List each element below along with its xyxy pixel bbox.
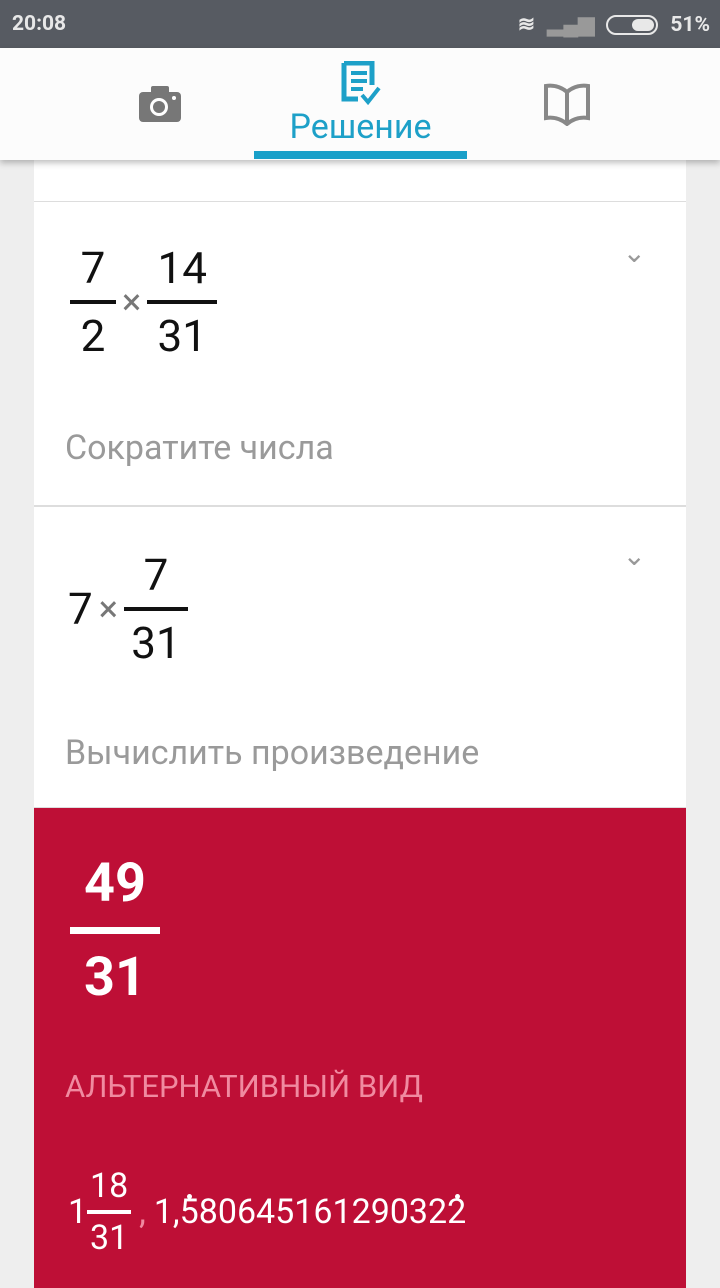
separator: , xyxy=(139,1192,146,1232)
tab-camera[interactable] xyxy=(110,48,210,160)
whole-number: 7 xyxy=(68,583,93,635)
numerator: 7 xyxy=(80,242,106,294)
numerator: 18 xyxy=(90,1166,129,1206)
repeat-end: 2 xyxy=(447,1192,467,1232)
numerator: 14 xyxy=(157,242,207,294)
mixed-whole: 1 xyxy=(68,1192,88,1232)
chevron-down-icon[interactable]: ⌄ xyxy=(622,539,646,572)
step-card-2[interactable]: 7 × 7 31 ⌄ Вычислить произведение xyxy=(34,506,686,808)
book-icon xyxy=(544,83,590,126)
denominator: 31 xyxy=(90,1218,129,1258)
battery-icon xyxy=(606,14,659,35)
tab-bar: Решение xyxy=(0,48,720,160)
decimal-value: 1,580645161290322 xyxy=(154,1192,466,1232)
tab-book[interactable] xyxy=(517,48,617,160)
status-bar: 20:08 ≋ ▂▄▆ 51% xyxy=(0,0,720,48)
multiply-sign: × xyxy=(98,588,118,630)
step-expression: 7 2 × 14 31 xyxy=(70,242,218,362)
step-description: Сократите числа xyxy=(65,428,334,468)
denominator: 31 xyxy=(131,617,181,669)
denominator: 31 xyxy=(84,946,146,1009)
wifi-icon: ≋ xyxy=(517,13,536,37)
camera-icon xyxy=(139,86,181,122)
decimal-digits: 8064516129032 xyxy=(198,1192,448,1232)
tab-solution-label: Решение xyxy=(289,107,432,147)
chevron-down-icon[interactable]: ⌄ xyxy=(622,236,646,269)
result-fraction: 49 31 xyxy=(70,852,160,1009)
numerator: 7 xyxy=(143,549,169,601)
step-expression: 7 × 7 31 xyxy=(68,549,188,669)
step-description: Вычислить произведение xyxy=(65,733,480,773)
step-card-1[interactable]: 7 2 × 14 31 ⌄ Сократите числа xyxy=(34,202,686,506)
alternative-form-label: АЛЬТЕРНАТИВНЫЙ ВИД xyxy=(65,1068,423,1105)
tab-solution[interactable]: Решение xyxy=(254,48,467,160)
clock: 20:08 xyxy=(12,12,67,36)
solution-document-check-icon xyxy=(341,61,381,105)
denominator: 2 xyxy=(80,310,106,362)
alternative-forms: 1 18 31 , 1,580645161290322 xyxy=(68,1166,466,1258)
decimal-prefix: 1, xyxy=(153,1192,180,1232)
denominator: 31 xyxy=(157,310,207,362)
battery-percent: 51% xyxy=(670,12,710,37)
numerator: 49 xyxy=(84,852,146,915)
result-panel: 49 31 АЛЬТЕРНАТИВНЫЙ ВИД 1 18 31 , 1,5806… xyxy=(34,808,686,1288)
repeat-start: 5 xyxy=(179,1192,199,1232)
multiply-sign: × xyxy=(122,281,142,323)
signal-icon: ▂▄▆ xyxy=(547,13,595,37)
active-tab-indicator xyxy=(254,151,467,159)
